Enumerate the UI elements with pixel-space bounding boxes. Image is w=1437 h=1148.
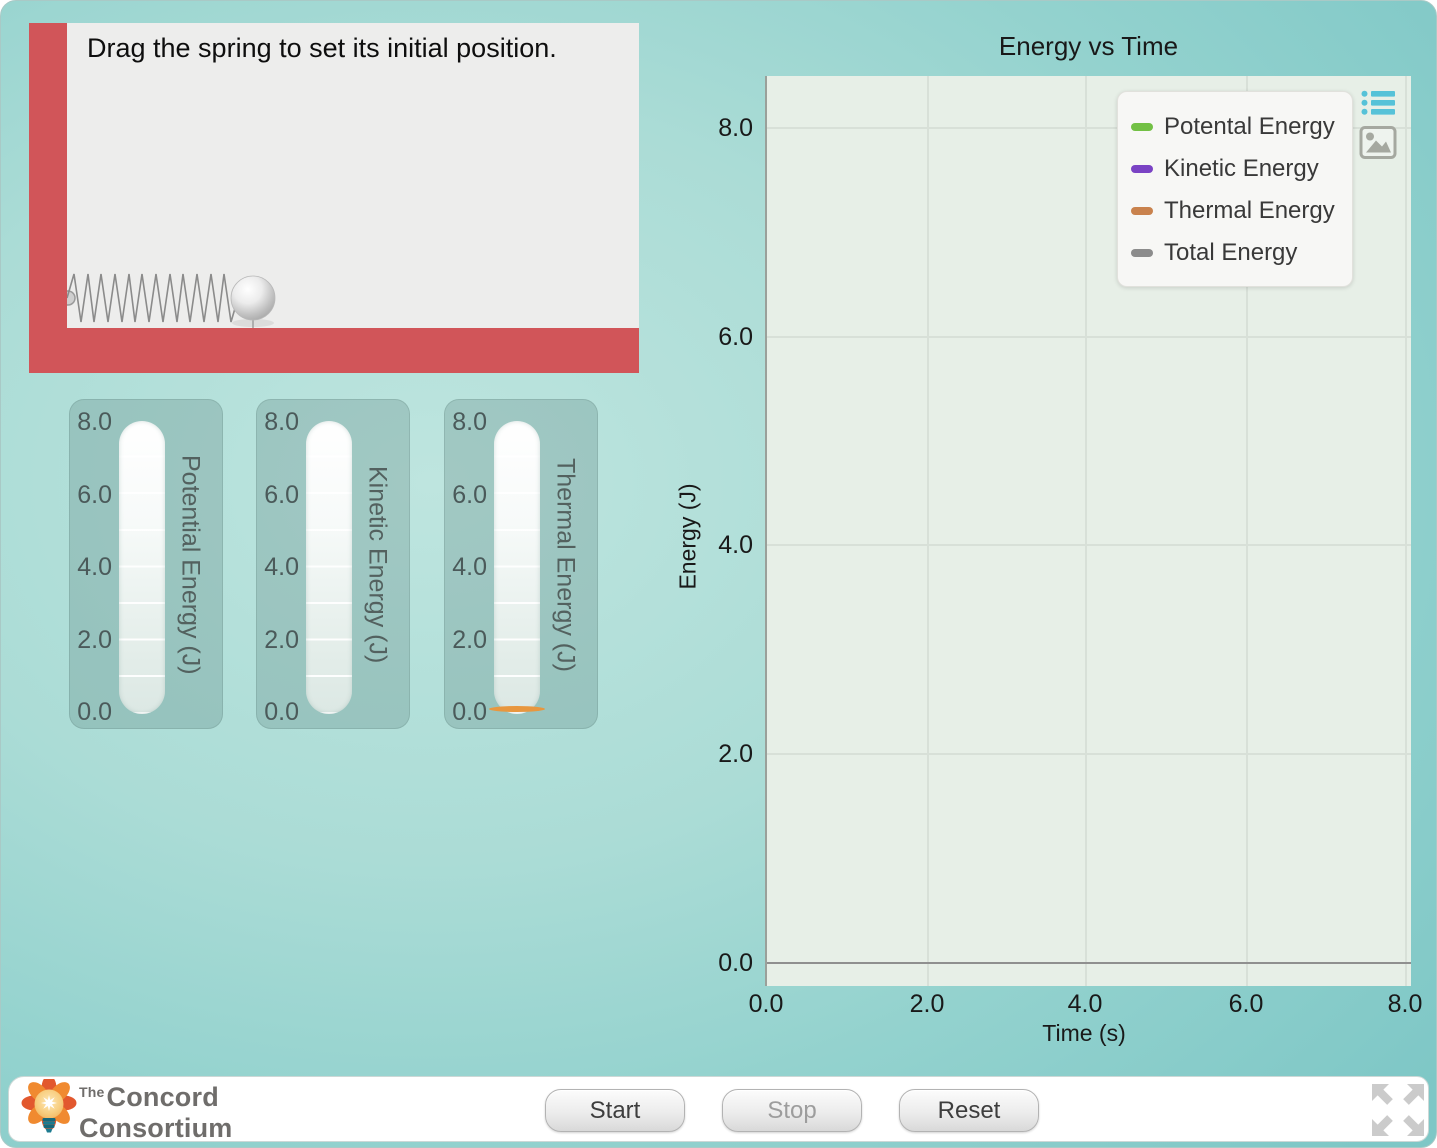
gauge-tube xyxy=(119,421,165,714)
logo-flower-icon xyxy=(21,1079,77,1133)
x-tick-label: 4.0 xyxy=(1067,990,1103,1018)
x-tick-label: 0.0 xyxy=(748,990,784,1018)
legend-swatch-potential xyxy=(1131,123,1153,131)
gauge-tick-label: 2.0 xyxy=(452,626,487,654)
legend-label: Kinetic Energy xyxy=(1164,155,1319,182)
logo-text-the: The xyxy=(79,1084,105,1100)
legend-item: Total Energy xyxy=(1131,232,1352,274)
sim-canvas[interactable]: Drag the spring to set its initial posit… xyxy=(60,23,639,335)
zero-baseline xyxy=(767,962,1411,964)
spring-simulation-panel: Drag the spring to set its initial posit… xyxy=(29,23,639,373)
spring-ball-graphic xyxy=(60,273,276,335)
gauge-potential-energy: 8.0 6.0 4.0 2.0 0.0 Potential Energy (J) xyxy=(69,399,223,729)
spring-ball[interactable] xyxy=(230,275,276,321)
gauge-kinetic-energy: 8.0 6.0 4.0 2.0 0.0 Kinetic Energy (J) xyxy=(256,399,410,729)
gridline-v xyxy=(1405,76,1407,986)
legend-item: Potental Energy xyxy=(1131,106,1352,148)
gauge-tick-label: 8.0 xyxy=(264,408,299,436)
gauge-tick-label: 0.0 xyxy=(264,698,299,726)
y-tick-label: 4.0 xyxy=(718,531,753,559)
stop-button[interactable]: Stop xyxy=(722,1089,862,1132)
chart-title: Energy vs Time xyxy=(998,31,1179,61)
gauge-tube xyxy=(494,421,540,714)
legend-label: Potental Energy xyxy=(1164,113,1335,140)
gridline-h xyxy=(767,336,1411,338)
y-tick-label: 6.0 xyxy=(718,323,753,351)
reset-button[interactable]: Reset xyxy=(899,1089,1039,1132)
y-tick-label: 0.0 xyxy=(718,949,753,977)
logo-text-consortium: Consortium xyxy=(79,1113,233,1143)
gauge-axis-label: Kinetic Energy (J) xyxy=(363,466,392,664)
gauge-thermal-energy: 8.0 6.0 4.0 2.0 0.0 Thermal Energy (J) xyxy=(444,399,598,729)
gridline-v xyxy=(1085,76,1087,986)
gridline-v xyxy=(1246,76,1248,986)
legend-label: Thermal Energy xyxy=(1164,197,1335,224)
legend-item: Thermal Energy xyxy=(1131,190,1352,232)
gauge-tick-label: 6.0 xyxy=(264,481,299,509)
gauge-tick-label: 2.0 xyxy=(77,626,112,654)
gridline-h xyxy=(767,753,1411,755)
gridline-h xyxy=(767,127,1411,129)
y-tick-label: 8.0 xyxy=(718,114,753,142)
gauge-tick-label: 6.0 xyxy=(452,481,487,509)
chart-legend: Potental Energy Kinetic Energy Thermal E… xyxy=(1117,91,1353,287)
logo-text: TheConcord Consortium xyxy=(79,1084,233,1142)
spring[interactable] xyxy=(66,273,247,323)
gauge-tick-label: 4.0 xyxy=(452,553,487,581)
gauge-axis-label: Potential Energy (J) xyxy=(176,455,205,675)
gauge-tick-label: 4.0 xyxy=(77,553,112,581)
start-button[interactable]: Start xyxy=(545,1089,685,1132)
gridline-h xyxy=(767,544,1411,546)
gauge-axis-label: Thermal Energy (J) xyxy=(551,458,580,672)
legend-swatch-total xyxy=(1131,249,1153,257)
gauge-tick-label: 0.0 xyxy=(77,698,112,726)
x-axis-label: Time (s) xyxy=(1042,1020,1126,1046)
legend-label: Total Energy xyxy=(1164,239,1298,266)
gauge-tick-label: 0.0 xyxy=(452,698,487,726)
legend-swatch-kinetic xyxy=(1131,165,1153,173)
sim-left-wall xyxy=(29,23,67,373)
x-tick-label: 8.0 xyxy=(1387,990,1423,1018)
gauge-tick-label: 4.0 xyxy=(264,553,299,581)
logo-text-concord: Concord xyxy=(106,1082,219,1112)
gauge-value-indicator xyxy=(489,706,545,712)
footer-bar: TheConcord Consortium Start Stop Reset xyxy=(8,1076,1429,1142)
gauge-tube xyxy=(306,421,352,714)
gauge-tick-label: 2.0 xyxy=(264,626,299,654)
sim-floor xyxy=(29,328,639,373)
x-tick-label: 6.0 xyxy=(1228,990,1264,1018)
gauge-tick-label: 8.0 xyxy=(77,408,112,436)
gridline-v xyxy=(927,76,929,986)
x-tick-label: 2.0 xyxy=(909,990,945,1018)
legend-list-icon[interactable] xyxy=(1361,89,1395,117)
legend-item: Kinetic Energy xyxy=(1131,148,1352,190)
snapshot-image-icon[interactable] xyxy=(1359,125,1397,160)
y-axis-label: Energy (J) xyxy=(674,483,701,590)
gauge-tick-label: 8.0 xyxy=(452,408,487,436)
fullscreen-icon[interactable] xyxy=(1368,1083,1428,1137)
y-tick-label: 2.0 xyxy=(718,740,753,768)
gauge-tick-label: 6.0 xyxy=(77,481,112,509)
legend-swatch-thermal xyxy=(1131,207,1153,215)
concord-consortium-logo: TheConcord Consortium xyxy=(21,1078,271,1142)
sim-instruction-text: Drag the spring to set its initial posit… xyxy=(87,33,557,63)
